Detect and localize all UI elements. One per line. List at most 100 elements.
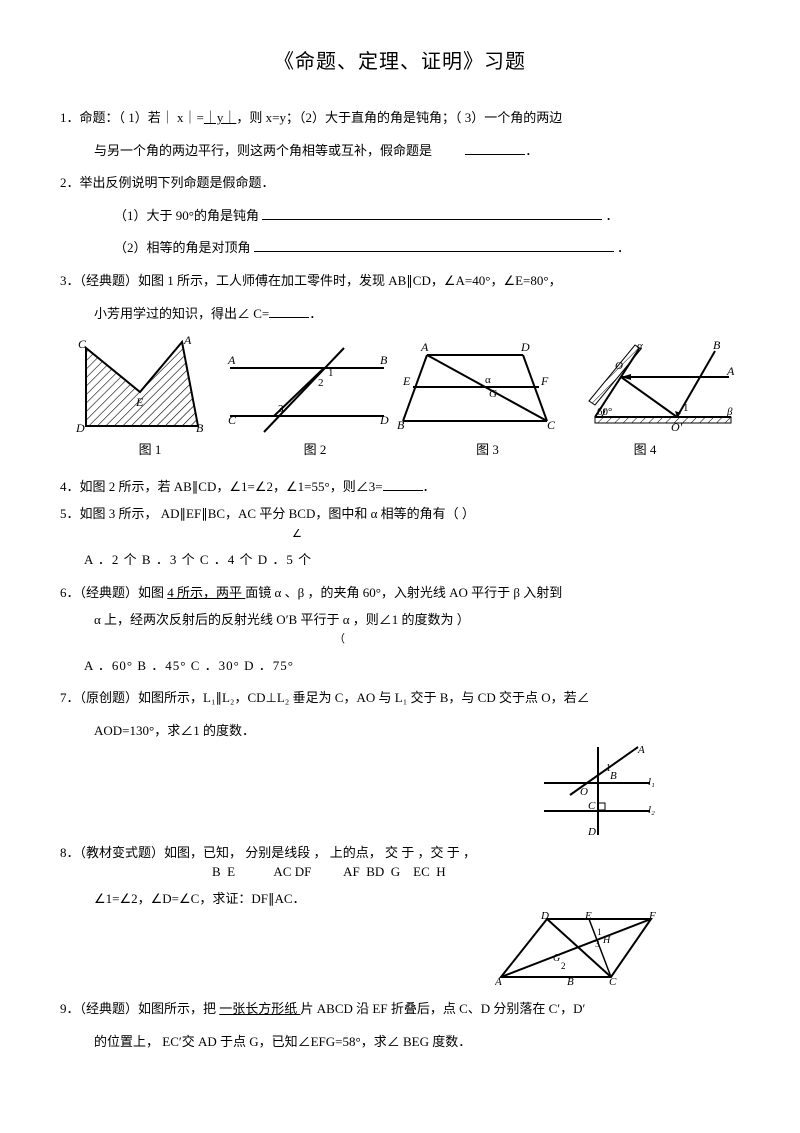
figure-3: A D E F B C α G: [397, 339, 566, 434]
q8-line1b: B E AC DF AF BD G EC H: [60, 864, 446, 879]
svg-text:D: D: [379, 413, 389, 427]
svg-text:l₂: l₂: [648, 804, 655, 816]
figure-1: C A E D B: [70, 334, 220, 434]
q2-sub1: （1）大于 90°的角是钝角 ．: [60, 202, 740, 231]
svg-text:2: 2: [561, 961, 566, 971]
question-1-cont: 与另一个角的两边平行，则这两个角相等或互补，假命题是 ．: [60, 137, 740, 166]
page-title: 《命题、定理、证明》习题: [60, 40, 740, 84]
figure-captions: 图 1 图 2 图 3 图 4: [70, 436, 740, 465]
svg-text:F: F: [540, 374, 549, 388]
svg-text:1: 1: [328, 367, 334, 379]
question-8-cont: ∠1=∠2，∠D=∠C，求证：DF∥AC．: [60, 885, 740, 914]
svg-text:D: D: [75, 421, 85, 434]
q2-blank2: [254, 238, 614, 252]
question-9-cont: 的位置上， EC′交 AD 于点 G，已知∠EFG=58°，求∠ BEG 度数．: [60, 1028, 740, 1057]
svg-text:1: 1: [597, 927, 602, 937]
svg-text:C: C: [609, 976, 617, 988]
svg-text:2: 2: [318, 377, 324, 389]
svg-text:O: O: [615, 360, 623, 372]
figure-row: C A E D B A B C D 1 2 3 A D E F B C α G: [70, 334, 740, 434]
svg-text:G: G: [553, 953, 560, 964]
q1-period: ．: [525, 143, 538, 158]
figure-8-wrap: A D E F C B G 2 1 H 3: [60, 911, 660, 989]
q9-underline: 一张长方形纸: [219, 1001, 300, 1016]
svg-text:A: A: [183, 334, 192, 347]
q5-sub: ∠: [60, 528, 302, 540]
question-3: 3．（经典题）如图 1 所示，工人师傅在加工零件时，发现 AB∥CD，∠A=40…: [60, 267, 740, 296]
svg-text:C: C: [588, 800, 596, 812]
question-2: 2．举出反例说明下列命题是假命题．: [60, 169, 740, 198]
question-3-cont: 小芳用学过的知识，得出∠ C= ．: [60, 300, 740, 329]
svg-text:α: α: [485, 374, 491, 386]
svg-text:O: O: [580, 786, 588, 798]
q3-text-b: 小芳用学过的知识，得出∠ C=: [94, 306, 269, 321]
figure-7: A 1 B l₁ O C l₂ D: [540, 743, 660, 838]
svg-text:B: B: [567, 976, 574, 988]
svg-text:B: B: [196, 421, 204, 434]
question-4: 4．如图 2 所示，若 AB∥CD，∠1=∠2，∠1=55°，则∠3= ．: [60, 473, 740, 502]
question-7-cont: AOD=130°，求∠1 的度数．: [60, 717, 740, 746]
svg-text:D: D: [540, 911, 549, 922]
svg-text:A: A: [495, 976, 502, 988]
q3-period: ．: [309, 306, 322, 321]
q6-options: A ．60° B ．45° C ．30° D ．75°: [60, 652, 740, 681]
q9-text-b: 片 ABCD 沿 EF 折叠后，点 C、D 分别落在 C′，D′: [301, 1001, 586, 1016]
q4-period: ．: [423, 479, 436, 494]
svg-text:H: H: [602, 935, 611, 946]
svg-text:D: D: [587, 826, 596, 838]
svg-text:C: C: [547, 418, 556, 432]
svg-text:β: β: [726, 406, 733, 418]
q5-options: A ．2 个 B ．3 个 C ．4 个 D ．5 个: [60, 546, 740, 575]
figcap-4: 图 4: [575, 436, 715, 465]
svg-text:C: C: [78, 337, 87, 351]
q2-period1: ．: [605, 208, 618, 223]
question-8: 8．（教材变式题）如图，已知， 分别是线段 ， 上的点， 交 于 ，交 于 ， …: [60, 844, 740, 880]
svg-text:B: B: [380, 353, 388, 367]
figure-4: α O A B β 60° 1 O′: [571, 339, 740, 434]
q9-text-a: 9．（经典题）如图所示，把: [60, 1001, 219, 1016]
svg-text:3: 3: [278, 403, 284, 415]
q1-text-c: 与另一个角的两边平行，则这两个角相等或互补，假命题是: [94, 143, 432, 158]
svg-text:E: E: [584, 911, 592, 922]
svg-text:3: 3: [595, 939, 600, 949]
q1-blank: [465, 141, 525, 155]
q6-text-c: α 上，经两次反射后的反射光线 O′B 平行于 α ，则∠1 的度数为 ）: [94, 612, 470, 627]
svg-text:A: A: [726, 364, 735, 378]
figure-2: A B C D 1 2 3: [224, 344, 393, 434]
svg-text:A: A: [420, 340, 429, 354]
q4-text: 4．如图 2 所示，若 AB∥CD，∠1=∠2，∠1=55°，则∠3=: [60, 479, 383, 494]
q1-xy: ｜y｜: [204, 110, 237, 125]
q2-period2: ．: [617, 240, 630, 255]
figcap-2: 图 2: [230, 436, 400, 465]
svg-text:B: B: [397, 418, 405, 432]
svg-text:C: C: [228, 413, 237, 427]
q2-sub2-text: （2）相等的角是对顶角: [114, 240, 251, 255]
svg-text:E: E: [402, 374, 411, 388]
svg-text:E: E: [135, 395, 144, 409]
figure-7-wrap: A 1 B l₁ O C l₂ D: [60, 743, 660, 838]
question-1: 1．命题：（ 1）若｜ x｜=｜y｜，则 x=y；（2）大于直角的角是钝角；（ …: [60, 104, 740, 133]
svg-text:B: B: [713, 339, 721, 352]
figure-8: A D E F C B G 2 1 H 3: [495, 911, 660, 989]
question-7: 7．（原创题）如图所示，L₁∥L₂，CD⊥L₂ 垂足为 C，AO 与 L₁ 交于…: [60, 684, 740, 713]
svg-text:α: α: [637, 340, 643, 352]
svg-text:F: F: [648, 911, 656, 922]
q1-text-a: 1．命题：（ 1）若｜ x｜=: [60, 110, 204, 125]
svg-text:A: A: [637, 744, 645, 756]
q8-line1a: 8．（教材变式题）如图，已知， 分别是线段 ， 上的点， 交 于 ，交 于 ，: [60, 845, 476, 860]
q2-sub1-text: （1）大于 90°的角是钝角: [114, 208, 259, 223]
q3-blank: [269, 304, 309, 318]
q6-text-a: 6．（经典题）如图: [60, 585, 167, 600]
question-6-cont: α 上，经两次反射后的反射光线 O′B 平行于 α ，则∠1 的度数为 ） （: [60, 611, 740, 648]
svg-text:A: A: [227, 353, 236, 367]
svg-text:D: D: [520, 340, 530, 354]
question-6: 6．（经典题）如图 4 所示，两平 面镜 α 、β ，的夹角 60°，入射光线 …: [60, 579, 740, 608]
q6-paren: （: [94, 633, 345, 645]
q1-text-b: ，则 x=y；（2）大于直角的角是钝角；（ 3）一个角的两边: [236, 110, 562, 125]
q2-sub2: （2）相等的角是对顶角 ．: [60, 234, 740, 263]
figcap-3: 图 3: [400, 436, 575, 465]
question-9: 9．（经典题）如图所示，把 一张长方形纸 片 ABCD 沿 EF 折叠后，点 C…: [60, 995, 740, 1024]
q6-underline: 4 所示，两平: [167, 585, 245, 600]
svg-text:O′: O′: [671, 420, 683, 434]
q2-blank1: [262, 206, 602, 220]
